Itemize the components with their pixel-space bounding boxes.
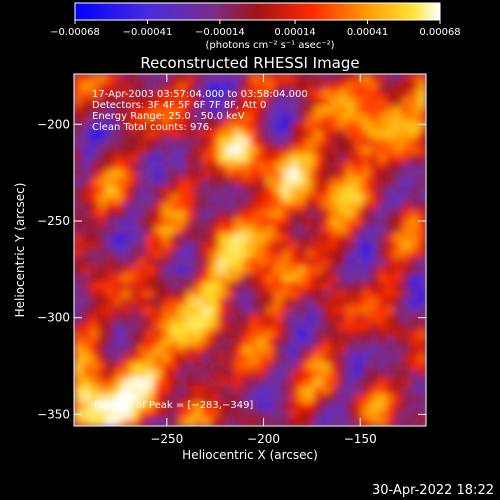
colorbar-tick-label: −0.00041	[123, 27, 173, 38]
colorbar-ticks: −0.00068 −0.00041 −0.00014 0.00014 0.00041 0.…	[50, 20, 461, 38]
annotation-block: 17-Apr-2003 03:57:04.000 to 03:58:04.000…	[92, 89, 308, 411]
y-tick-label: −250	[37, 214, 70, 228]
colorbar-tick-label: 0.00068	[419, 27, 460, 38]
annotation-clean-counts: Clean Total counts: 976.	[92, 122, 212, 133]
y-axis-label: Heliocentric Y (arcsec)	[13, 183, 27, 318]
y-tick-label: −350	[37, 407, 70, 421]
colorbar-tick-label: 0.00041	[347, 27, 388, 38]
heatmap-image	[74, 74, 426, 426]
annotation-energy-range: Energy Range: 25.0 - 50.0 keV	[92, 111, 245, 122]
x-axis: −250 −200 −150	[150, 74, 377, 446]
x-tick-label: −250	[150, 432, 183, 446]
annotation-time-range: 17-Apr-2003 03:57:04.000 to 03:58:04.000	[92, 89, 308, 100]
y-tick-label: −200	[37, 117, 70, 131]
annotation-detectors: Detectors: 3F 4F 5F 6F 7F 8F, Att 0	[92, 100, 266, 111]
chart-title: Reconstructed RHESSI Image	[140, 54, 359, 72]
x-tick-label: −150	[344, 432, 377, 446]
x-tick-label: −200	[247, 432, 280, 446]
colorbar-tick-label: −0.00014	[195, 27, 245, 38]
annotation-peak-position: Position of Peak = [−283,−349]	[94, 400, 253, 411]
x-axis-label: Heliocentric X (arcsec)	[182, 448, 318, 462]
colorbar-tick-label: −0.00068	[50, 27, 100, 38]
colorbar-tick-label: 0.00014	[274, 27, 315, 38]
colorbar: −0.00068 −0.00041 −0.00014 0.00014 0.00041 0.…	[50, 2, 461, 51]
plot-frame	[73, 73, 427, 427]
colorbar-gradient	[74, 2, 441, 21]
footer-timestamp: 30-Apr-2022 18:22	[372, 483, 494, 498]
colorbar-unit-label: (photons cm⁻² s⁻¹ asec⁻²)	[205, 40, 334, 51]
y-axis: −200 −250 −300 −350	[37, 117, 426, 421]
y-tick-label: −300	[37, 311, 70, 325]
